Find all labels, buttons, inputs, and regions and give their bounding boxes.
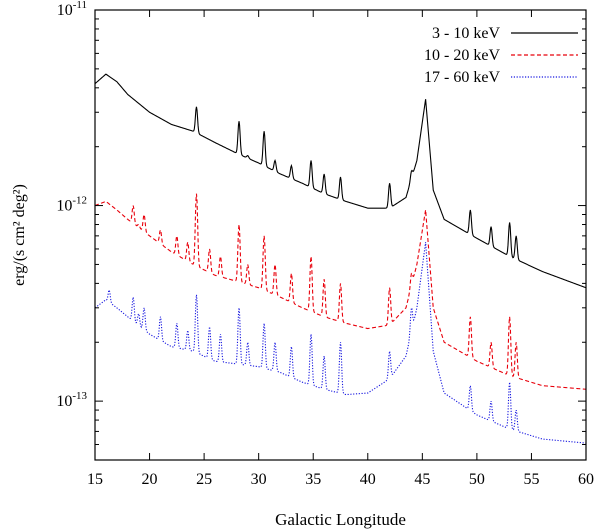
x-tick-label: 30 <box>251 471 267 488</box>
legend: 3 - 10 keV 10 - 20 keV 17 - 60 keV <box>424 25 578 86</box>
legend-label: 3 - 10 keV <box>432 25 500 42</box>
series-0 <box>94 73 587 289</box>
x-tick-label: 25 <box>196 471 212 488</box>
series-line <box>94 242 587 444</box>
y-tick-label: 10-12 <box>56 195 87 215</box>
y-tick-label: 10-11 <box>57 0 87 19</box>
x-tick-label: 20 <box>142 471 158 488</box>
plot-frame <box>94 9 587 461</box>
x-tick-label: 35 <box>305 471 321 488</box>
series-1 <box>94 193 587 390</box>
x-tick-label: 60 <box>578 471 594 488</box>
y-axis-label: erg/(s cm² deg²) <box>11 184 28 286</box>
x-tick-label: 45 <box>414 471 430 488</box>
x-tick-label: 15 <box>87 471 103 488</box>
legend-label: 17 - 60 keV <box>424 69 500 86</box>
series-2 <box>94 242 587 444</box>
series-line <box>94 73 587 289</box>
x-tick-label: 55 <box>523 471 539 488</box>
x-tick-label: 40 <box>360 471 376 488</box>
y-tick-label: 10-13 <box>56 390 87 410</box>
x-axis-label: Galactic Longitude <box>275 510 406 529</box>
legend-label: 10 - 20 keV <box>424 47 500 64</box>
x-tick-label: 50 <box>469 471 485 488</box>
ticks-layer: 15 20 25 30 35 40 45 50 55 60 10-11 10-12 10-13 <box>56 0 594 488</box>
series-line <box>94 193 587 390</box>
series-layer <box>94 73 587 444</box>
